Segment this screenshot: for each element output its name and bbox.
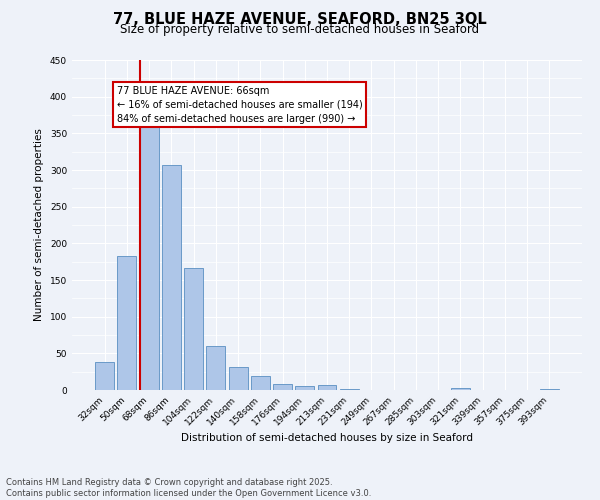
Bar: [251, 376, 270, 390]
Text: 77 BLUE HAZE AVENUE: 66sqm
← 16% of semi-detached houses are smaller (194)
84% o: 77 BLUE HAZE AVENUE: 66sqm ← 16% of semi…: [117, 86, 362, 124]
Bar: [162, 165, 181, 390]
Text: Contains HM Land Registry data © Crown copyright and database right 2025.
Contai: Contains HM Land Registry data © Crown c…: [6, 478, 371, 498]
Bar: [184, 268, 203, 390]
Bar: [540, 388, 559, 390]
Bar: [317, 385, 337, 390]
Bar: [95, 362, 114, 390]
Y-axis label: Number of semi-detached properties: Number of semi-detached properties: [34, 128, 44, 322]
Text: 77, BLUE HAZE AVENUE, SEAFORD, BN25 3QL: 77, BLUE HAZE AVENUE, SEAFORD, BN25 3QL: [113, 12, 487, 28]
X-axis label: Distribution of semi-detached houses by size in Seaford: Distribution of semi-detached houses by …: [181, 432, 473, 442]
Bar: [140, 122, 158, 390]
Bar: [206, 346, 225, 390]
Text: Size of property relative to semi-detached houses in Seaford: Size of property relative to semi-detach…: [121, 22, 479, 36]
Bar: [118, 256, 136, 390]
Bar: [295, 386, 314, 390]
Bar: [273, 384, 292, 390]
Bar: [229, 366, 248, 390]
Bar: [451, 388, 470, 390]
